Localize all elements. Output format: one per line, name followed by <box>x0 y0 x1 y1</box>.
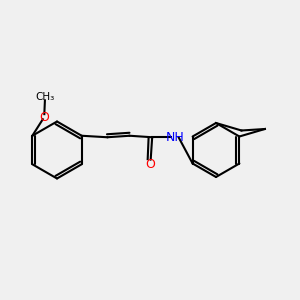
Text: NH: NH <box>165 131 184 144</box>
Text: O: O <box>146 158 156 171</box>
Text: O: O <box>39 111 49 124</box>
Text: CH₃: CH₃ <box>35 92 55 102</box>
